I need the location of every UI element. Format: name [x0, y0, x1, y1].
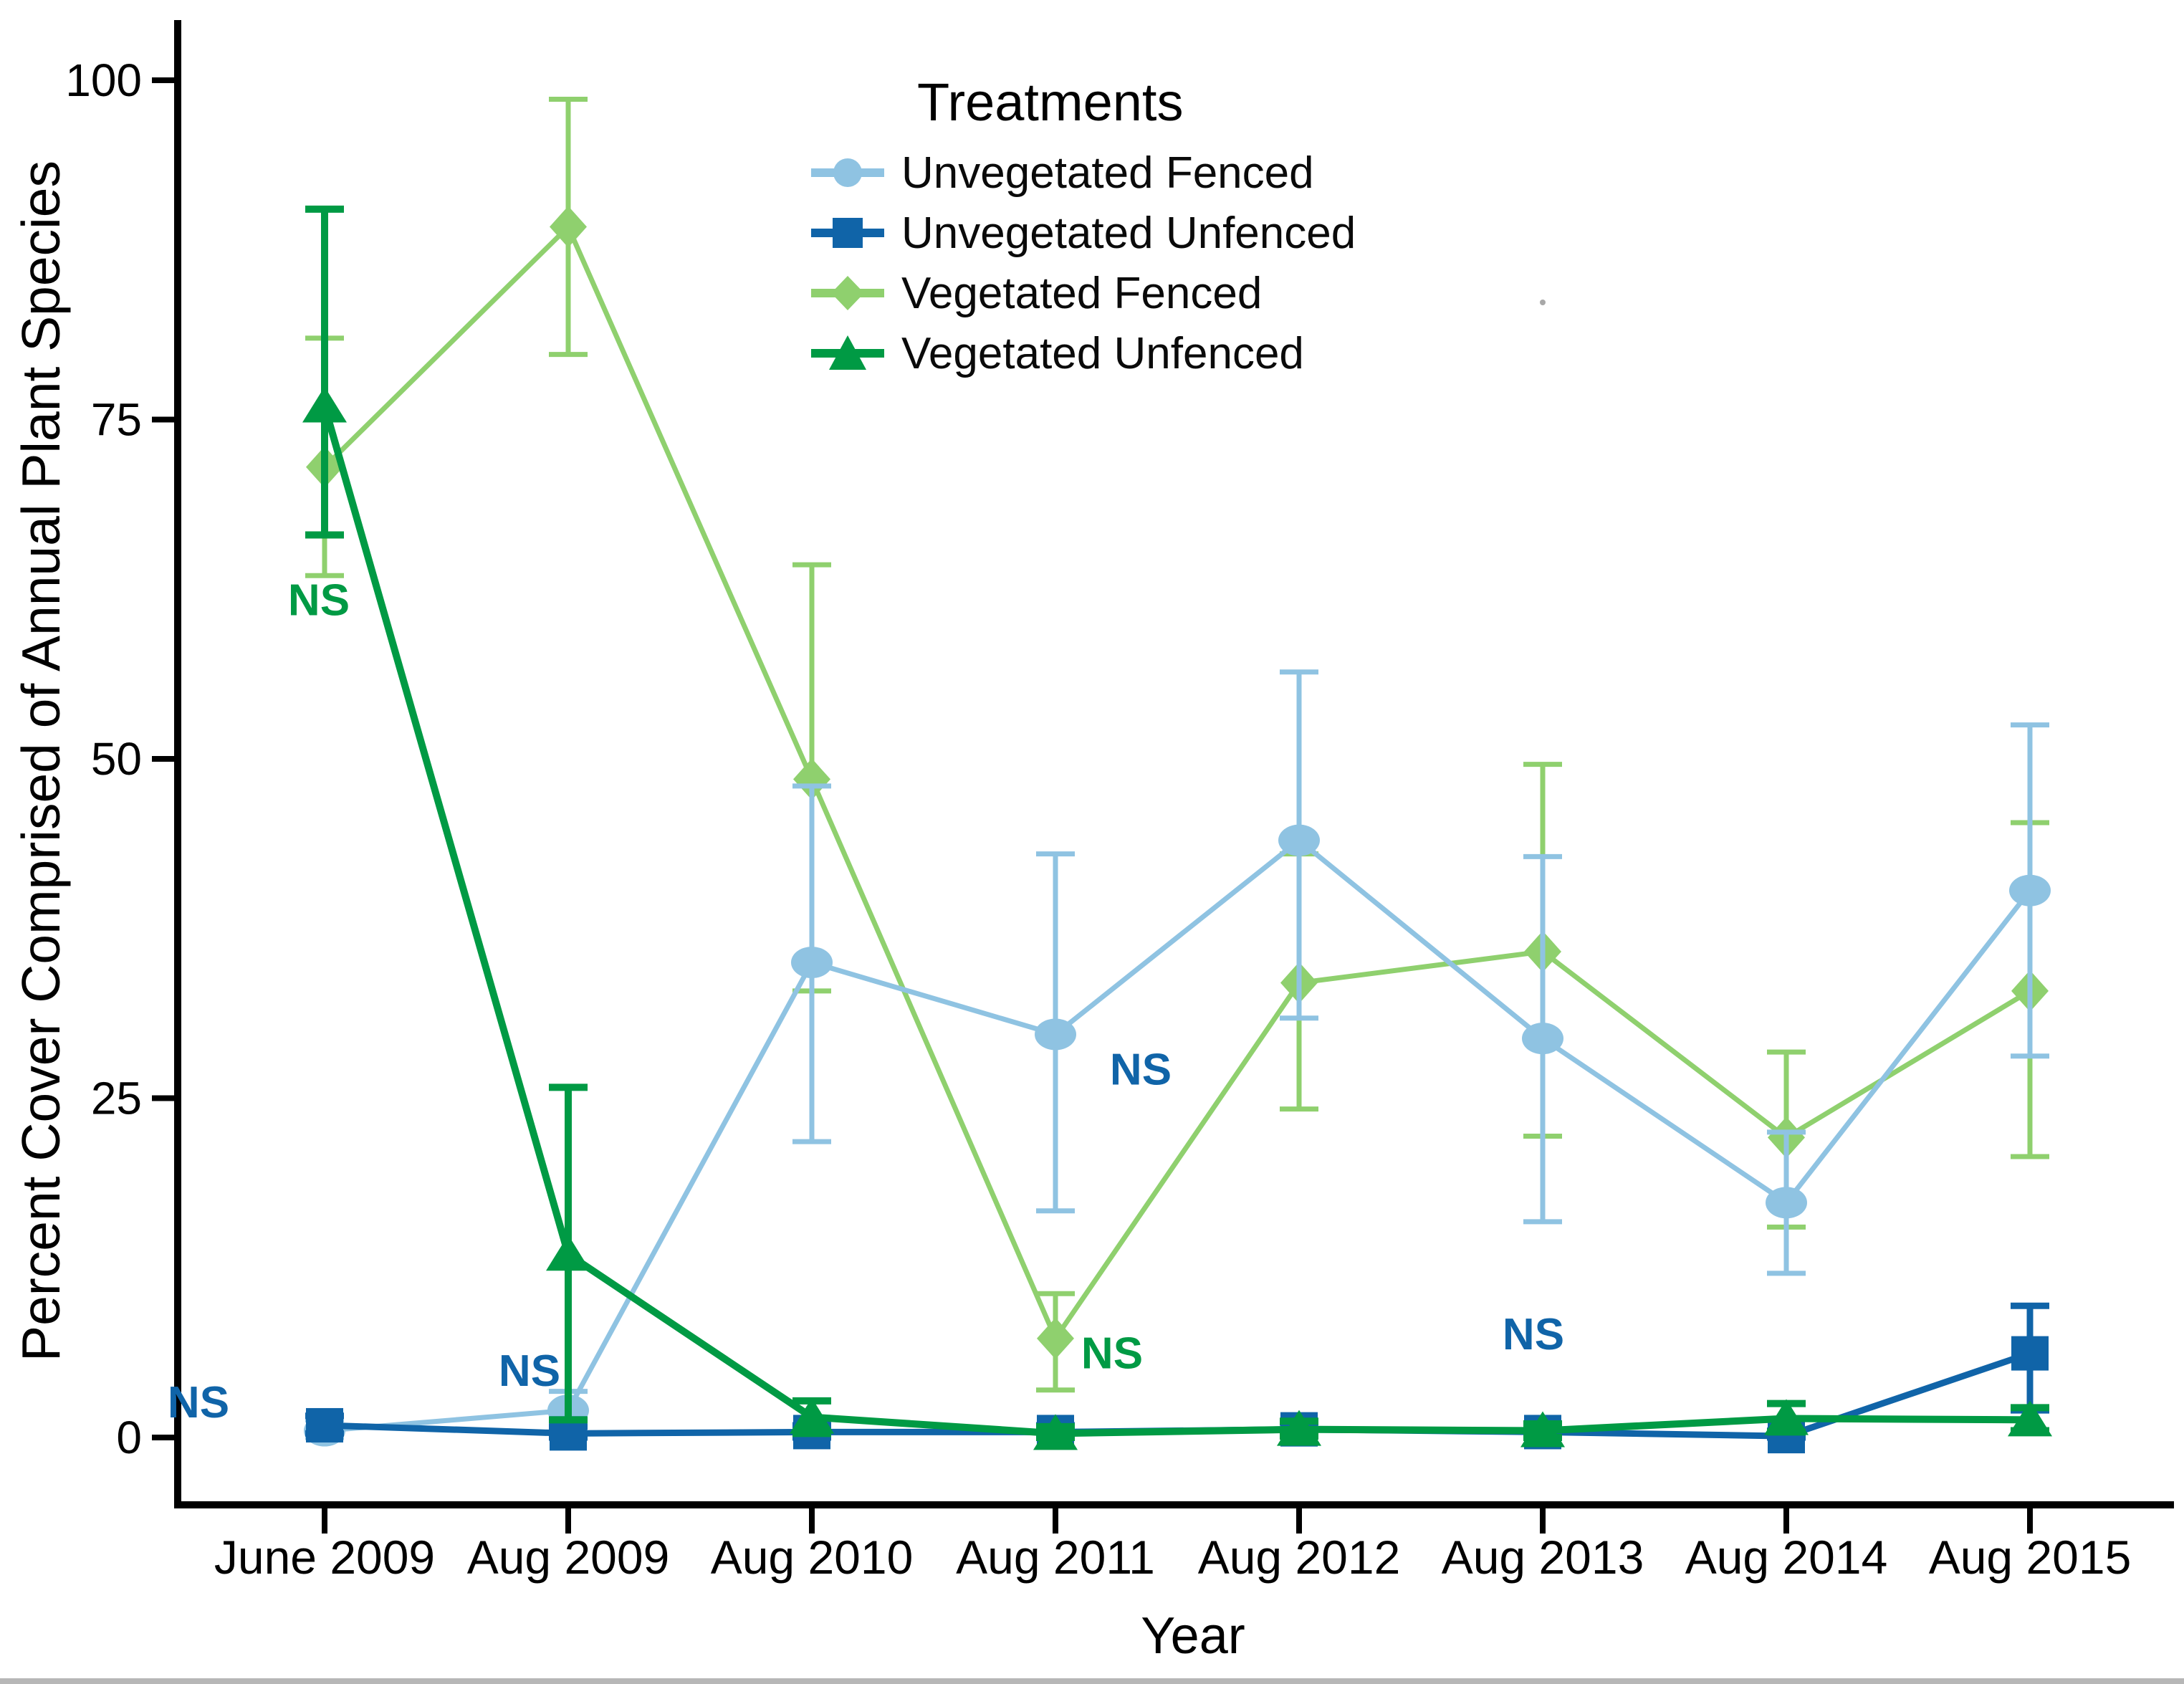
legend-item-vegetated-fenced: Vegetated Fenced — [808, 263, 1356, 323]
series-line — [322, 222, 2031, 1344]
ns-annotation: NS — [1503, 1310, 1564, 1359]
marker-circle — [1766, 1187, 1807, 1219]
marker-triangle — [546, 1235, 590, 1271]
y-axis-title: Percent Cover Comprised of Annual Plant … — [11, 161, 71, 1362]
legend-item-label: Vegetated Fenced — [901, 268, 1263, 318]
marker-triangle — [1033, 1414, 1078, 1450]
marker-triangle — [1764, 1399, 1809, 1435]
ns-annotation: NS — [168, 1378, 229, 1427]
series-line — [324, 837, 2032, 1434]
marker-triangle — [302, 386, 347, 423]
stray-dot — [1540, 300, 1546, 305]
legend-item-unvegetated-fenced: Unvegetated Fenced — [808, 143, 1356, 203]
marker-triangle — [790, 1397, 834, 1434]
legend-item-label: Vegetated Unfenced — [901, 328, 1304, 378]
marker-circle — [1278, 824, 1320, 856]
legend-marker-circle-icon — [811, 158, 884, 187]
x-tick-label: Aug 2015 — [1929, 1531, 2132, 1584]
screenshot-bottom-border — [0, 1678, 2184, 1684]
legend-item-label: Unvegetated Unfenced — [901, 208, 1356, 258]
marker-triangle — [2008, 1400, 2052, 1437]
y-tick-label: 50 — [91, 733, 142, 785]
legend-item-label: Unvegetated Fenced — [901, 148, 1314, 198]
legend-square — [833, 218, 863, 248]
x-tick-label: Aug 2010 — [711, 1531, 914, 1584]
x-tick-label: June 2009 — [214, 1531, 435, 1584]
legend-title: Treatments — [917, 72, 1184, 132]
marker-diamond — [550, 206, 587, 248]
marker-circle — [2009, 874, 2051, 906]
marker-square — [306, 1407, 343, 1443]
legend-diamond — [831, 276, 864, 310]
legend: Treatments Unvegetated Fenced Unvegetate… — [808, 72, 1356, 383]
legend-triangle — [829, 335, 866, 370]
legend-item-unvegetated-unfenced: Unvegetated Unfenced — [808, 203, 1356, 263]
marker-square — [2011, 1336, 2049, 1371]
ns-annotation: NS — [1081, 1329, 1143, 1379]
x-tick-label: Aug 2014 — [1685, 1531, 1888, 1584]
y-tick-label: 25 — [91, 1073, 142, 1124]
legend-marker-triangle-icon — [811, 335, 884, 370]
legend-marker-square-icon — [811, 218, 884, 248]
marker-diamond — [793, 758, 830, 800]
x-tick-label: Aug 2013 — [1442, 1531, 1644, 1584]
series-line — [321, 405, 2031, 1437]
marker-diamond — [1037, 1317, 1074, 1359]
x-axis-title: Year — [1141, 1607, 1245, 1665]
ns-annotation: NS — [1110, 1046, 1172, 1095]
y-tick-label: 100 — [65, 54, 142, 106]
marker-circle — [791, 947, 833, 979]
legend-marker-diamond-icon — [811, 276, 884, 310]
ns-annotation: NS — [499, 1346, 560, 1396]
marker-triangle — [1277, 1410, 1321, 1446]
legend-circle — [833, 158, 862, 187]
y-tick-label: 0 — [116, 1412, 142, 1463]
series-triangle — [302, 205, 2052, 1450]
marker-circle — [1035, 1018, 1076, 1051]
marker-circle — [1522, 1023, 1563, 1055]
marker-triangle — [1520, 1411, 1565, 1448]
y-tick-label: 75 — [91, 394, 142, 446]
ns-annotation: NS — [288, 575, 350, 625]
legend-item-vegetated-unfenced: Vegetated Unfenced — [808, 323, 1356, 383]
x-tick-label: Aug 2009 — [467, 1531, 670, 1584]
x-tick-label: Aug 2012 — [1198, 1531, 1401, 1584]
x-tick-label: Aug 2011 — [956, 1531, 1155, 1584]
